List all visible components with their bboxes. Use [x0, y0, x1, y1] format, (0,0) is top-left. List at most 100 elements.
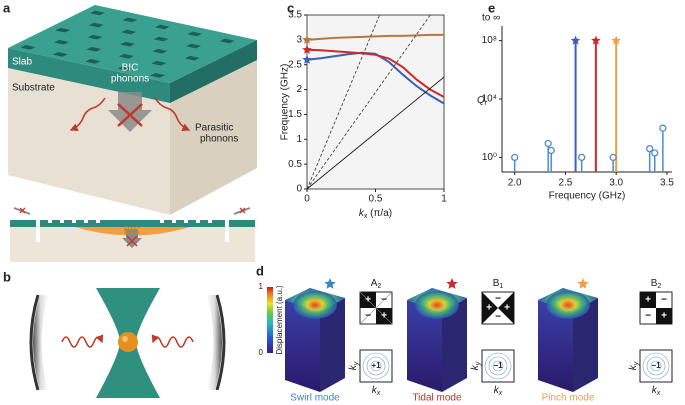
- mode-column-side: [407, 300, 442, 392]
- x-axis-label: Frequency (GHz): [549, 191, 626, 202]
- y-axis-label-part: Q: [477, 95, 485, 106]
- x-tick-label: 1: [441, 194, 447, 205]
- mode-star: [577, 278, 589, 289]
- label: phonons: [200, 134, 238, 145]
- x-axis-label-part: x: [364, 213, 368, 220]
- bic-star: [591, 35, 601, 45]
- star-marker: [302, 44, 312, 54]
- mode-column-side: [285, 300, 320, 392]
- symmetry-sign: −: [495, 312, 501, 323]
- winding-number: −1: [651, 361, 661, 370]
- optomechanics-illustration: [29, 288, 226, 398]
- y-tick-label: 10⁸: [482, 35, 497, 46]
- winding-number: +1: [371, 361, 381, 370]
- plot-frame: [306, 14, 445, 190]
- k-space-contour: [492, 360, 504, 372]
- y-tick-label: 10⁰: [482, 152, 497, 163]
- k-label: ky: [348, 361, 360, 370]
- symmetry-sign: +: [504, 303, 510, 314]
- mode-star: [446, 278, 458, 289]
- stem-head: [609, 153, 617, 162]
- y-tick-label: 10⁴: [482, 94, 497, 105]
- colorbar: [267, 287, 273, 353]
- label: Substrate: [12, 83, 55, 94]
- star-marker: [302, 54, 312, 64]
- bic-star: [570, 35, 581, 45]
- k-letter: k: [494, 385, 500, 396]
- panel-label: b: [3, 269, 11, 284]
- symmetry-label: B2: [651, 278, 662, 290]
- slab-illustration: [8, 5, 257, 215]
- series-line: [306, 48, 445, 98]
- k-space-box: [359, 349, 393, 383]
- stem-head: [578, 153, 586, 162]
- y-tick-label: 0: [296, 184, 302, 195]
- k-letter: k: [470, 364, 481, 370]
- x-tick-label: 2.0: [508, 178, 522, 189]
- symmetry-letter: B: [651, 278, 658, 289]
- k-letter: k: [652, 385, 658, 396]
- label: phonons: [111, 74, 149, 85]
- mode-column-side: [320, 298, 345, 392]
- k-subscript: x: [656, 390, 661, 397]
- stem-head: [511, 153, 519, 162]
- panel-label: a: [3, 0, 11, 15]
- k-label: kx: [494, 385, 503, 397]
- symmetry-sign: +: [645, 295, 651, 306]
- x-axis-label-part: k: [359, 208, 365, 219]
- symmetry-sign: −: [661, 295, 667, 306]
- y-axis-label: Qr: [477, 95, 488, 107]
- y-tick-label: 2.5: [288, 59, 302, 70]
- symmetry-sign: −: [381, 295, 387, 306]
- star-marker: [302, 34, 312, 44]
- k-space-contour: [370, 360, 382, 372]
- mode-column-top: [293, 291, 337, 319]
- k-space-box: [639, 349, 673, 383]
- mode-column-side: [538, 300, 573, 392]
- symmetry-subscript: 2: [657, 283, 661, 290]
- mode-column-top: [415, 291, 459, 319]
- k-space-contour: [362, 352, 390, 380]
- stem-head: [659, 124, 667, 132]
- stem-head: [544, 139, 552, 148]
- colorbar-tick: 0: [259, 348, 264, 357]
- k-letter: k: [372, 385, 378, 396]
- symmetry-sign: −: [645, 311, 651, 322]
- annotation: to ∞: [482, 13, 500, 24]
- mode-column-side: [442, 298, 467, 392]
- y-tick-label: 0.5: [288, 159, 302, 170]
- k-space-contour: [366, 356, 386, 376]
- k-label: ky: [628, 361, 640, 370]
- symmetry-sign: +: [365, 295, 371, 306]
- symmetry-subscript: 2: [377, 283, 381, 290]
- mode-name: Tidal mode: [412, 393, 462, 404]
- y-axis-label-part: r: [485, 100, 488, 107]
- x-axis-label: kx (π/a): [359, 208, 392, 220]
- x-tick-label: 2.5: [558, 178, 572, 189]
- k-label: kx: [652, 385, 661, 397]
- series-line: [306, 14, 431, 190]
- k-space-contour: [488, 356, 508, 376]
- k-letter: k: [348, 364, 359, 370]
- k-subscript: x: [376, 390, 381, 397]
- mode-star: [324, 278, 336, 289]
- symmetry-sign: +: [381, 311, 387, 322]
- series-line: [306, 14, 381, 190]
- label: Slab: [12, 57, 32, 68]
- y-tick-label: 1.5: [288, 109, 302, 120]
- k-subscript: y: [475, 361, 482, 366]
- y-tick-label: 3.5: [288, 10, 302, 21]
- k-space-contour: [484, 352, 512, 380]
- x-tick-label: 0: [304, 194, 310, 205]
- symmetry-diagonal: [359, 291, 393, 325]
- symmetry-region: [656, 308, 672, 324]
- bic-star: [611, 35, 621, 45]
- k-subscript: x: [498, 390, 503, 397]
- symmetry-sign: +: [486, 303, 492, 314]
- mode-name: Pinch mode: [542, 393, 595, 404]
- symmetry-sign: +: [661, 311, 667, 322]
- panel-label: e: [488, 0, 495, 15]
- x-axis-label-part: (π/a): [367, 208, 392, 219]
- symmetry-label: B1: [493, 278, 504, 290]
